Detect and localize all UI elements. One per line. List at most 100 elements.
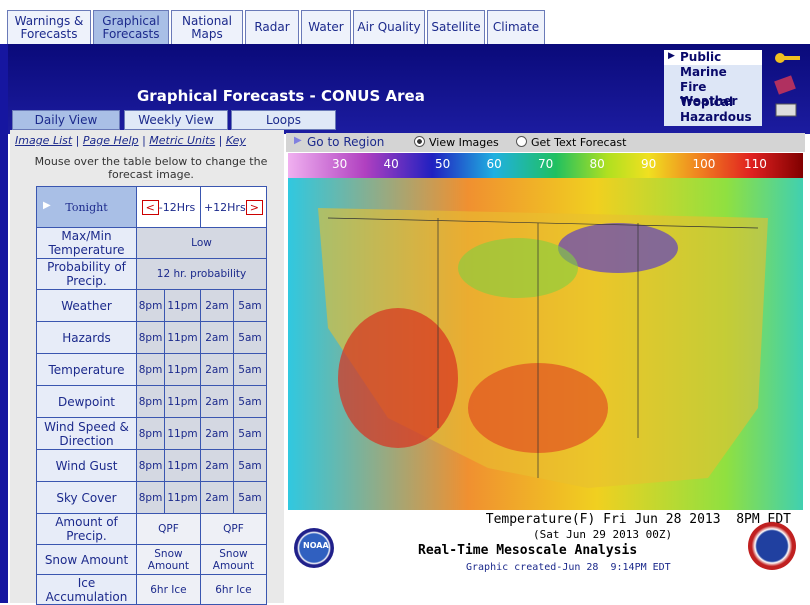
row-cell[interactable]: 11pm — [164, 321, 201, 354]
row-cell[interactable]: Low — [136, 227, 267, 259]
row-cell[interactable]: Snow Amount — [136, 544, 201, 575]
row-cell[interactable]: 6hr Ice — [199, 574, 268, 605]
row-cell[interactable]: 5am — [232, 353, 268, 386]
menu-item[interactable]: Hazardous — [680, 110, 752, 124]
table-row: ▶ Tonight < -12Hrs +12Hrs > — [36, 186, 268, 228]
table-row: Ice Accumulation 6hr Ice 6hr Ice — [36, 574, 268, 605]
row-cell[interactable]: 11pm — [164, 481, 201, 514]
row-cell[interactable]: 8pm — [135, 385, 166, 418]
row-cell[interactable]: 2am — [199, 321, 234, 354]
radio[interactable] — [516, 136, 527, 147]
page-title: Graphical Forecasts - CONUS Area — [137, 87, 425, 105]
table-row: Probability of Precip. 12 hr. probability — [36, 258, 267, 290]
nav-tab[interactable]: Climate — [487, 10, 545, 44]
row-cell[interactable]: QPF — [199, 513, 268, 545]
row-cell[interactable]: 2am — [199, 481, 234, 514]
row-cell[interactable]: 2am — [199, 353, 234, 386]
row-cell[interactable]: 8pm — [135, 353, 166, 386]
table-row: Sky Cover 8pm 11pm 2am 5am — [36, 481, 268, 514]
row-cell[interactable]: Snow Amount — [199, 544, 268, 575]
prev: -12Hrs — [158, 200, 196, 214]
row-cell[interactable]: 8pm — [135, 417, 166, 450]
next: +12Hrs — [203, 200, 246, 214]
scale-label: 40 — [383, 157, 399, 171]
row-label: Sky Cover — [36, 481, 137, 514]
row-label: Max/Min Temperature — [36, 227, 137, 259]
scale-label: 30 — [332, 157, 348, 171]
nav-tab[interactable]: National Maps — [171, 10, 243, 44]
row-label: Temperature — [36, 353, 137, 386]
link[interactable]: Metric Units — [149, 134, 216, 147]
view-images[interactable]: View Images — [429, 136, 499, 149]
menu-item[interactable]: Tropical — [680, 95, 734, 109]
view-tab[interactable]: Daily View — [12, 110, 120, 130]
text-forecast[interactable]: Get Text Forecast — [531, 136, 627, 149]
scale-label: 60 — [486, 157, 502, 171]
row-cell[interactable]: 8pm — [135, 321, 166, 354]
instruction: Mouse over the table below to change the… — [34, 155, 268, 181]
row-cell[interactable]: 11pm — [164, 353, 201, 386]
period-cell: ▶ Tonight — [36, 186, 137, 228]
noaa-logo: NOAA — [294, 528, 334, 568]
caption-line: Temperature(F) Fri Jun 28 2013 8PM EDT — [485, 512, 791, 527]
table-row: Hazards 8pm 11pm 2am 5am — [36, 321, 268, 354]
separator: | — [215, 134, 226, 147]
nav-tab[interactable]: Satellite — [427, 10, 485, 44]
table-row: Dewpoint 8pm 11pm 2am 5am — [36, 385, 268, 418]
row-cell[interactable]: 8pm — [135, 289, 166, 322]
view-tab[interactable]: Weekly View — [124, 110, 228, 130]
row-cell[interactable]: 8pm — [135, 481, 166, 514]
table-row: Snow Amount Snow Amount Snow Amount — [36, 544, 268, 575]
row-cell[interactable]: 11pm — [164, 449, 201, 482]
row-cell[interactable]: 5am — [232, 385, 268, 418]
go-to-region[interactable]: Go to Region — [307, 135, 385, 149]
nav-tab[interactable]: Graphical Forecasts — [93, 10, 169, 44]
row-cell[interactable]: 2am — [199, 385, 234, 418]
map-caption: Temperature(F) Fri Jun 28 2013 8PM EDT (… — [288, 510, 803, 578]
row-cell[interactable]: 5am — [232, 481, 268, 514]
next-cell[interactable]: +12Hrs > — [199, 186, 268, 228]
row-cell[interactable]: QPF — [136, 513, 201, 545]
nav-tab[interactable]: Warnings & Forecasts — [7, 10, 91, 44]
row-cell[interactable]: 5am — [232, 289, 268, 322]
nav-tab[interactable]: Radar — [245, 10, 299, 44]
menu-item[interactable]: Fire Weather — [680, 80, 738, 108]
row-cell[interactable]: 11pm — [164, 289, 201, 322]
row-cell[interactable]: 2am — [199, 449, 234, 482]
prev-cell[interactable]: < -12Hrs — [136, 186, 201, 228]
nav-tab[interactable]: Air Quality — [353, 10, 425, 44]
map-controls: ▶ Go to Region View Images Get Text Fore… — [286, 133, 805, 152]
caption-created: Graphic created-Jun 28 9:14PM EDT — [466, 562, 671, 573]
radio[interactable] — [414, 136, 425, 147]
row-cell[interactable]: 5am — [232, 321, 268, 354]
row-cell[interactable]: 12 hr. probability — [136, 258, 267, 290]
nav-tab[interactable]: Water — [301, 10, 351, 44]
color-scale: 30 40 50 60 70 80 90 100 110 — [288, 153, 803, 178]
row-label: Probability of Precip. — [36, 258, 137, 290]
scale-label: 70 — [538, 157, 554, 171]
row-cell[interactable]: 8pm — [135, 449, 166, 482]
forecast-table: ▶ Tonight < -12Hrs +12Hrs > Max/Min Temperatur… — [36, 186, 268, 605]
row-label: Snow Amount — [36, 544, 137, 575]
scale-label: 110 — [744, 157, 767, 171]
caption-line: (Sat Jun 29 2013 00Z) — [533, 528, 673, 541]
row-cell[interactable]: 6hr Ice — [136, 574, 201, 605]
row-cell[interactable]: 2am — [199, 417, 234, 450]
row-cell[interactable]: 5am — [232, 417, 268, 450]
row-cell[interactable]: 11pm — [164, 417, 201, 450]
prev-arrow: < — [141, 199, 159, 215]
row-cell[interactable]: 5am — [232, 449, 268, 482]
nws-logo — [748, 522, 796, 570]
menu-item[interactable]: Public — [664, 50, 762, 65]
separator: | — [138, 134, 150, 147]
link[interactable]: Image List — [15, 134, 73, 147]
link[interactable]: Key — [225, 134, 246, 147]
row-cell[interactable]: 2am — [199, 289, 234, 322]
link[interactable]: Page Help — [82, 134, 139, 147]
view-tab[interactable]: Loops — [231, 110, 336, 130]
next-arrow: > — [245, 199, 263, 215]
menu-item[interactable]: Marine — [680, 65, 727, 79]
table-row: Max/Min Temperature Low — [36, 227, 267, 259]
row-cell[interactable]: 11pm — [164, 385, 201, 418]
